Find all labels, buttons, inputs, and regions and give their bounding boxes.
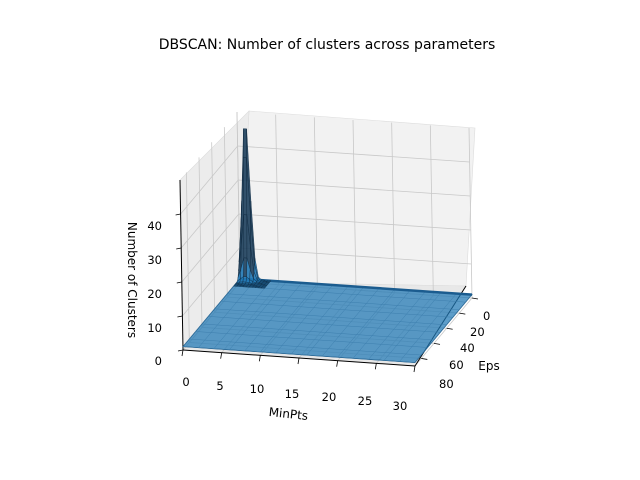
- surface-mesh-line: [337, 289, 395, 358]
- y-tick-mark: [459, 312, 466, 315]
- surface-mesh-line: [306, 286, 364, 356]
- cluster-surface: [175, 128, 479, 373]
- z-axis-line: [179, 179, 184, 351]
- surface-mesh-line: [233, 285, 466, 303]
- surface-mesh-line: [352, 290, 411, 359]
- surface-mesh-line: [399, 293, 457, 362]
- surface-mesh-line: [229, 281, 287, 350]
- x-tick-mark: [258, 355, 261, 362]
- y-tick-label: 80: [439, 377, 454, 391]
- y-tick-mark: [421, 358, 428, 360]
- surface-mesh-line: [383, 292, 442, 361]
- y-tick-mark: [433, 342, 441, 345]
- surface-spike-facet: [261, 287, 266, 289]
- surface-mesh-line: [198, 279, 256, 348]
- z-axis-label: Number of Clusters: [125, 222, 139, 338]
- surface-spike-facet: [243, 157, 247, 216]
- y-tick-mark: [471, 297, 479, 300]
- surface-mesh-line: [414, 294, 473, 363]
- surface-spike-facet: [243, 214, 248, 259]
- z-tick-label: 30: [147, 253, 162, 267]
- back-pane: [239, 110, 476, 287]
- surface-mesh-line: [182, 346, 415, 363]
- z-tick-mark: [175, 213, 181, 216]
- x-tick-label: 10: [250, 382, 265, 396]
- z-tick-mark: [177, 315, 183, 318]
- x-tick-label: 30: [393, 399, 408, 413]
- x-tick-mark: [297, 357, 300, 365]
- x-tick-label: 25: [358, 394, 373, 408]
- surface-mesh-line: [201, 323, 434, 341]
- z-tick-label: 40: [147, 219, 162, 233]
- y-tick-label: 40: [460, 341, 475, 355]
- z-ticks: 0 10 20 30 40: [147, 219, 162, 368]
- x-tick-label: 20: [322, 390, 337, 404]
- grid-line-z: [180, 179, 471, 249]
- surface-mesh-line: [195, 331, 428, 348]
- surface-spike-facet: [243, 128, 247, 158]
- grid-line-z: [182, 247, 472, 317]
- y-tick-label: 20: [470, 325, 485, 339]
- surface-mesh-line: [182, 278, 241, 347]
- y-ticks: 0 20 40 60 80: [439, 309, 490, 391]
- surface-mesh-line: [260, 283, 318, 353]
- x-tick-mark: [413, 365, 416, 373]
- y-tick-label: 60: [449, 358, 464, 372]
- surface-mesh-line: [214, 308, 447, 326]
- x-tick-mark: [220, 352, 223, 359]
- surface-mesh-line: [244, 282, 302, 352]
- x-ticks: 0 5 10 15 20 25 30: [182, 375, 407, 413]
- z-tick-label: 20: [147, 287, 162, 301]
- surface-mesh-line: [220, 301, 453, 318]
- y-tick-mark: [446, 327, 453, 330]
- z-tick-mark: [176, 281, 182, 284]
- z-tick-mark: [177, 349, 184, 352]
- grid-line-z: [180, 145, 470, 215]
- z-tick-mark: [176, 247, 182, 250]
- surface-spike-facet: [243, 257, 248, 277]
- z-tick-label: 0: [155, 354, 162, 368]
- x-tick-mark: [181, 349, 184, 357]
- surface-mesh-line: [208, 316, 441, 333]
- surface-mesh-line: [291, 285, 349, 355]
- surface-mesh-line: [275, 284, 333, 354]
- y-tick-label: 0: [483, 309, 490, 323]
- x-tick-label: 5: [216, 379, 223, 393]
- surface-mesh-line: [189, 338, 422, 356]
- surface-mesh-line: [227, 293, 460, 310]
- surface-mesh-line: [321, 288, 380, 357]
- x-tick-mark: [374, 363, 377, 370]
- x-tick-label: 15: [285, 387, 300, 401]
- surface-mesh-line: [213, 280, 272, 349]
- grid-line-z: [181, 213, 471, 283]
- x-axis-label: MinPts: [268, 405, 309, 423]
- z-tick-label: 10: [147, 321, 162, 335]
- surface-mesh-line: [368, 291, 426, 360]
- x-tick-mark: [336, 360, 339, 367]
- y-axis-label: Eps: [478, 359, 499, 373]
- surface-back-edge: [239, 277, 473, 296]
- chart-title: DBSCAN: Number of clusters across parame…: [159, 37, 496, 53]
- x-tick-label: 0: [182, 375, 189, 389]
